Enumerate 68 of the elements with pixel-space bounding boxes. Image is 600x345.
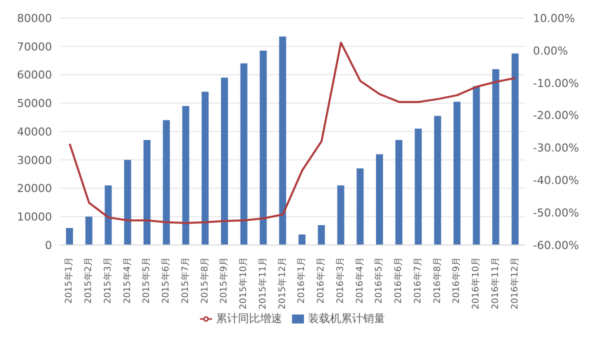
bar: [240, 63, 248, 245]
x-tick-label: 2015年8月: [199, 257, 210, 304]
y2-tick-label: 10.00%: [533, 12, 575, 25]
x-tick-label: 2015年1月: [64, 257, 75, 304]
x-tick-label: 2015年11月: [257, 257, 268, 310]
x-tick-label: 2015年6月: [160, 257, 172, 304]
x-tick-label: 2016年8月: [432, 257, 443, 304]
x-tick-label: 2016年7月: [412, 257, 424, 304]
x-tick-label: 2015年3月: [102, 257, 114, 304]
bar: [279, 36, 286, 245]
y2-tick-label: -30.00%: [533, 142, 579, 155]
x-tick-label: 2016年2月: [316, 257, 327, 304]
bar: [414, 128, 422, 245]
y-tick-label: 80000: [17, 12, 52, 25]
x-tick-label: 2015年9月: [218, 257, 230, 304]
bar: [221, 78, 228, 245]
x-tick-label: 2015年12月: [276, 257, 288, 310]
bar: [395, 140, 402, 245]
y-tick-label: 40000: [17, 125, 52, 138]
y-tick-label: 0: [45, 238, 52, 252]
y-tick-label: 50000: [17, 97, 52, 110]
bar: [376, 154, 383, 245]
y-tick-label: 30000: [17, 154, 52, 167]
y2-tick-label: -60.00%: [533, 238, 579, 252]
bar: [298, 234, 306, 245]
line-series: [68, 42, 516, 224]
x-tick-label: 2016年11月: [490, 257, 501, 310]
x-tick-label: 2016年10月: [470, 257, 482, 310]
legend-label: 累计同比增速: [216, 312, 282, 325]
x-tick-label: 2015年7月: [180, 257, 191, 304]
y-tick-label: 20000: [17, 182, 52, 196]
bar: [454, 102, 460, 245]
y2-tick-label: -10.00%: [533, 76, 579, 90]
bar: [492, 69, 500, 245]
bar: [144, 140, 150, 245]
x-tick-label: 2016年12月: [509, 257, 520, 310]
x-tick-label: 2016年4月: [354, 257, 366, 304]
x-tick-label: 2015年2月: [83, 257, 94, 304]
y-tick-label: 60000: [17, 68, 52, 82]
x-tick-label: 2015年10月: [238, 257, 250, 310]
x-tick-label: 2016年3月: [334, 257, 346, 304]
x-tick-label: 2016年5月: [374, 257, 385, 304]
x-tick-label: 2016年6月: [393, 257, 404, 304]
y2-tick-label: -40.00%: [533, 174, 579, 188]
y-tick-label: 10000: [17, 210, 52, 224]
bar: [66, 228, 73, 245]
legend-label: 装载机累计销量: [308, 312, 385, 325]
bar: [162, 120, 170, 245]
bar: [512, 53, 519, 245]
x-tick-label: 2016年9月: [451, 257, 462, 304]
bar: [85, 216, 92, 245]
bar: [202, 92, 209, 245]
y2-tick-label: -50.00%: [533, 206, 579, 220]
bar: [337, 185, 344, 245]
bar: [472, 86, 480, 245]
bar: [434, 116, 442, 245]
y-tick-label: 70000: [17, 40, 52, 54]
x-tick-label: 2016年1月: [296, 257, 308, 304]
bar: [182, 106, 190, 245]
bar: [356, 168, 364, 245]
y2-tick-label: -20.00%: [533, 109, 579, 122]
bar: [260, 50, 267, 245]
x-tick-label: 2015年4月: [122, 257, 133, 304]
x-tick-label: 2015年5月: [141, 257, 152, 304]
bar: [318, 225, 325, 245]
bar: [124, 160, 132, 245]
y2-tick-label: 0.00%: [533, 44, 568, 58]
bar: [104, 185, 112, 245]
